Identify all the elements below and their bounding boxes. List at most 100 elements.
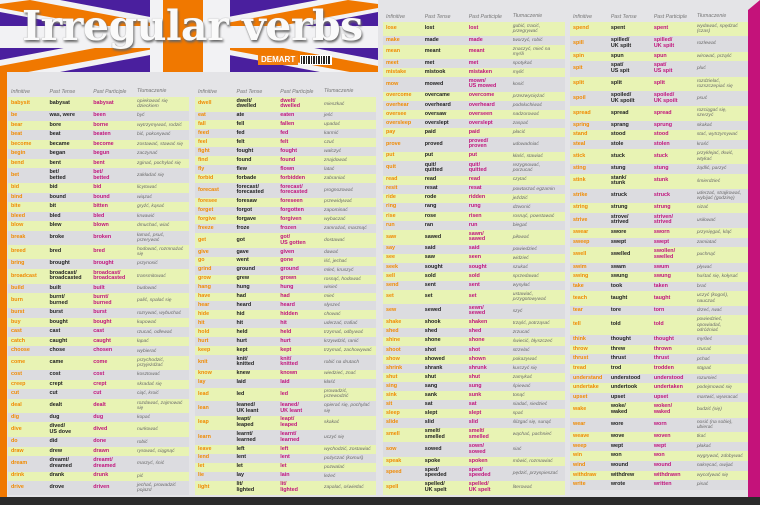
verb-translation: kopać	[137, 415, 151, 421]
verb-translation: zamiatać	[696, 239, 717, 245]
verb-past-tense: overcame	[424, 92, 450, 99]
verb-past-tense: leapt/ leaped	[236, 416, 254, 429]
verb-past-participle: ridden	[468, 194, 486, 201]
verb-row: bleed bled bled krwawić	[8, 211, 189, 222]
verb-translation: pływać	[696, 264, 712, 270]
verb-past-tense: gave	[236, 248, 249, 255]
verb-past-participle: stunk	[653, 177, 669, 184]
verb-infinitive: fall	[198, 121, 206, 128]
verb-infinitive: keep	[198, 346, 211, 353]
verb-infinitive: drink	[11, 472, 25, 479]
verb-past-participle: chosen	[93, 347, 113, 354]
verb-past-tense: leaned/ UK leant	[236, 401, 259, 414]
verb-past-participle: sown/ sowed	[468, 442, 486, 455]
verb-translation: podsłuchiwać	[512, 102, 543, 108]
verb-infinitive: sink	[386, 391, 397, 398]
verb-translation: pozwalać	[324, 464, 345, 470]
verb-infinitive: pay	[386, 128, 396, 135]
verb-infinitive: freeze	[198, 225, 214, 232]
verb-past-participle: won	[653, 452, 665, 459]
verb-past-participle: bid	[93, 184, 102, 191]
verb-infinitive: come	[11, 359, 26, 366]
verb-past-tense: went	[236, 257, 249, 264]
verb-infinitive: sing	[386, 382, 398, 389]
verb-row: oversleep overslept overslept zaspać	[383, 118, 565, 128]
verb-past-tense: fell	[236, 121, 245, 128]
verb-row: withdraw withdrew withdrawn wycofywać się	[570, 470, 748, 481]
verb-row: read read read czytać	[383, 175, 565, 185]
verb-past-tense: sought	[424, 263, 443, 270]
verb-infinitive: swear	[573, 229, 589, 236]
verb-past-participle: brought	[93, 260, 114, 267]
verb-past-participle: spoiled/ UK spoilt	[653, 91, 678, 104]
verb-past-tense: put	[424, 152, 434, 159]
verb-row: slide slid slid ślizgać się, sunąć	[383, 418, 565, 428]
verb-row: meet met met spotykać	[383, 58, 565, 68]
verb-infinitive: prove	[386, 140, 401, 147]
verb-past-participle: borne	[93, 121, 109, 128]
verb-translation: dzwonić	[512, 204, 531, 210]
verb-row: ring rang rung dzwonić	[383, 202, 565, 212]
verb-past-tense: hit	[236, 320, 244, 327]
verb-past-tense: stung	[610, 164, 626, 171]
verb-translation: kurczyć się	[512, 365, 537, 371]
verb-infinitive: choose	[11, 347, 30, 354]
verb-translation: rysować, ciągnąć	[137, 449, 175, 455]
verb-past-participle: struck	[653, 192, 671, 199]
verb-translation: widzieć	[512, 255, 529, 261]
verb-infinitive: upset	[573, 393, 588, 400]
verb-translation: huśtać się, kołysać	[696, 274, 738, 280]
verb-past-participle: beaten	[93, 131, 111, 138]
verb-past-tense: thrust	[610, 355, 627, 362]
verb-infinitive: shake	[386, 319, 402, 326]
verb-row: grow grew grown rosnąć, hodować	[195, 274, 376, 284]
verb-past-tense: spelled/ UK spelt	[424, 481, 447, 493]
verb-infinitive: cost	[11, 371, 23, 378]
verb-infinitive: swing	[573, 273, 589, 280]
verb-row: hurt hurt hurt krzywdzić, ranić	[195, 337, 376, 347]
verb-past-participle: gone	[280, 257, 294, 264]
verb-infinitive: swell	[573, 251, 587, 258]
verb-past-participle: mistaken	[468, 68, 493, 75]
verb-past-participle: begun	[93, 150, 110, 157]
verb-past-participle: thrust	[653, 355, 670, 362]
verb-translation: wisieć	[324, 285, 338, 291]
verb-translation: jeździć	[512, 195, 528, 201]
verb-past-tense: spoiled/ UK spoilt	[610, 91, 635, 104]
verb-infinitive: know	[198, 370, 212, 377]
verb-translation: gubić, tracić, przegrywać	[512, 23, 541, 34]
verb-past-tense: let	[236, 463, 243, 470]
verb-row: send sent sent wysyłać	[383, 280, 565, 291]
verb-infinitive: stink	[573, 177, 586, 184]
verb-translation: wąchać, pachnieć	[512, 432, 552, 438]
verb-row: teach taught taught uczyć (kogoś), nauczać	[570, 291, 748, 306]
verb-translation: opiekować się dzieckiem	[137, 98, 168, 110]
table-header: Infinitive Past Tense Past Participle Tłuma…	[570, 12, 748, 22]
verb-translation: zaspać	[512, 120, 529, 126]
verb-past-tense: bound	[49, 193, 66, 200]
verb-row: sleep slept slept spać	[383, 409, 565, 419]
verb-past-tense: sped/ speeded	[424, 466, 447, 479]
verb-past-participle: lit/ lighted	[280, 481, 298, 493]
verb-past-tense: dwelt/ dwelled	[236, 97, 257, 110]
verb-past-participle: bred	[93, 248, 105, 255]
verb-past-tense: bought	[49, 318, 68, 325]
verb-past-participle: drawn	[93, 447, 110, 454]
verb-row: tear tore torn drzeć, rwać	[570, 305, 748, 316]
verb-past-participle: woven	[653, 433, 671, 440]
verb-past-participle: run	[468, 221, 478, 228]
verb-infinitive: ride	[386, 194, 396, 201]
verb-row: forgive forgave forgiven wybaczać	[195, 215, 376, 225]
verb-past-participle: spoken	[468, 457, 488, 464]
verb-infinitive: feel	[198, 139, 208, 146]
verb-table-column-1: Infinitive Past Tense Past Participle Tłuma…	[8, 87, 189, 496]
verb-past-tense: forbade	[236, 174, 257, 181]
verb-past-participle: swollen/ swelled	[653, 248, 676, 260]
verb-past-participle: shot	[468, 346, 481, 353]
verb-past-tense: spread	[610, 109, 629, 116]
verb-past-tense: sank	[424, 391, 438, 398]
verb-past-tense: drove	[49, 484, 65, 491]
verb-past-tense: stole	[610, 140, 624, 147]
verb-infinitive: draw	[11, 447, 24, 454]
verb-row: be was, were been być	[8, 111, 189, 121]
